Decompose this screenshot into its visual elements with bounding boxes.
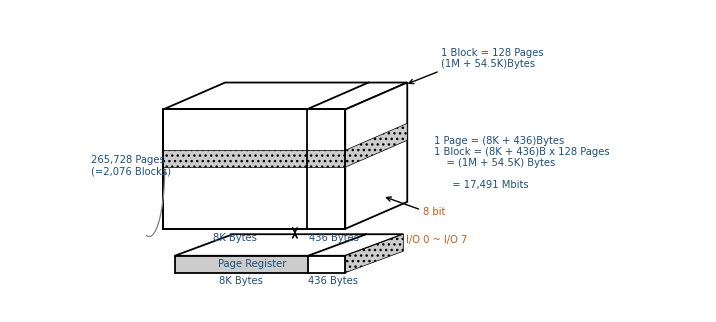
Polygon shape — [175, 234, 403, 256]
Polygon shape — [345, 82, 407, 229]
Text: = (1M + 54.5K) Bytes: = (1M + 54.5K) Bytes — [435, 158, 556, 168]
Text: 436 Bytes: 436 Bytes — [308, 276, 358, 286]
Text: 1 Block = (8K + 436)B x 128 Pages: 1 Block = (8K + 436)B x 128 Pages — [435, 147, 610, 157]
Text: I/O 0 ~ I/O 7: I/O 0 ~ I/O 7 — [406, 235, 467, 245]
Text: 1 Page = (8K + 436)Bytes: 1 Page = (8K + 436)Bytes — [435, 137, 565, 147]
Text: 1 Block = 128 Pages
(1M + 54.5K)Bytes: 1 Block = 128 Pages (1M + 54.5K)Bytes — [441, 48, 544, 70]
Text: 265,728 Pages
(=2,076 Blocks): 265,728 Pages (=2,076 Blocks) — [91, 155, 171, 176]
Polygon shape — [163, 109, 345, 229]
Text: = 17,491 Mbits: = 17,491 Mbits — [446, 180, 528, 190]
Polygon shape — [345, 234, 403, 273]
Polygon shape — [308, 256, 345, 273]
Text: 8 bit: 8 bit — [422, 206, 445, 216]
Polygon shape — [345, 123, 407, 167]
Polygon shape — [163, 82, 407, 109]
Polygon shape — [163, 150, 345, 167]
Polygon shape — [175, 256, 308, 273]
Text: 8K Bytes: 8K Bytes — [213, 233, 257, 243]
Text: 436 Bytes: 436 Bytes — [309, 233, 359, 243]
Text: 8K Bytes: 8K Bytes — [220, 276, 263, 286]
Text: Page Register: Page Register — [218, 259, 286, 269]
